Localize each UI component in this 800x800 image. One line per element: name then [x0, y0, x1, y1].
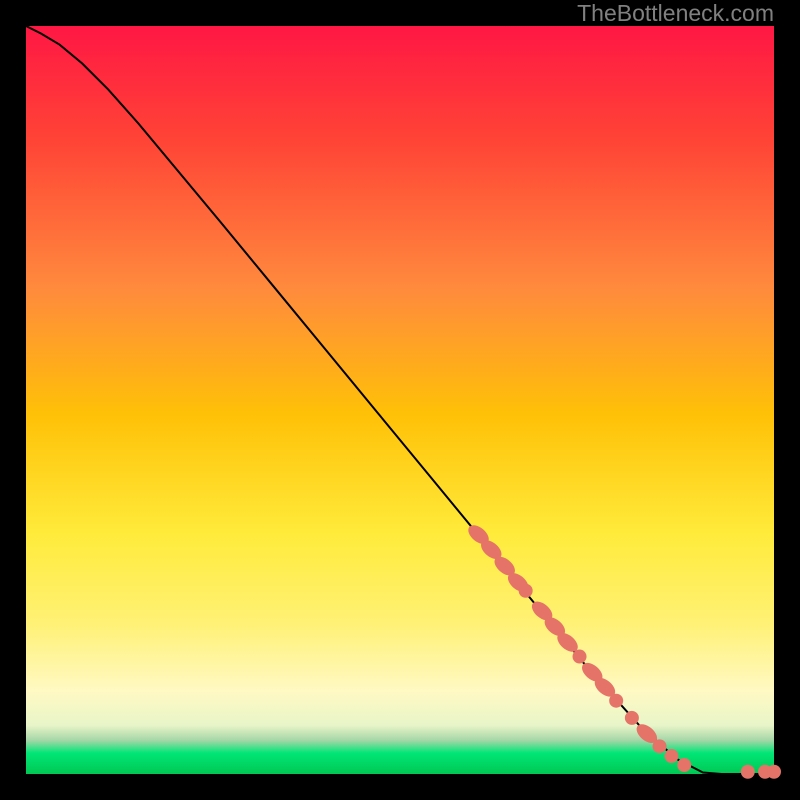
- data-marker: [653, 739, 667, 753]
- bottleneck-chart: [0, 0, 800, 800]
- data-marker: [519, 584, 533, 598]
- data-marker: [665, 749, 679, 763]
- gradient-background: [26, 26, 774, 774]
- data-marker: [573, 650, 587, 664]
- data-marker: [677, 758, 691, 772]
- data-marker: [625, 711, 639, 725]
- watermark-text: TheBottleneck.com: [577, 0, 774, 27]
- data-marker: [741, 765, 755, 779]
- data-marker: [767, 765, 781, 779]
- data-marker: [609, 694, 623, 708]
